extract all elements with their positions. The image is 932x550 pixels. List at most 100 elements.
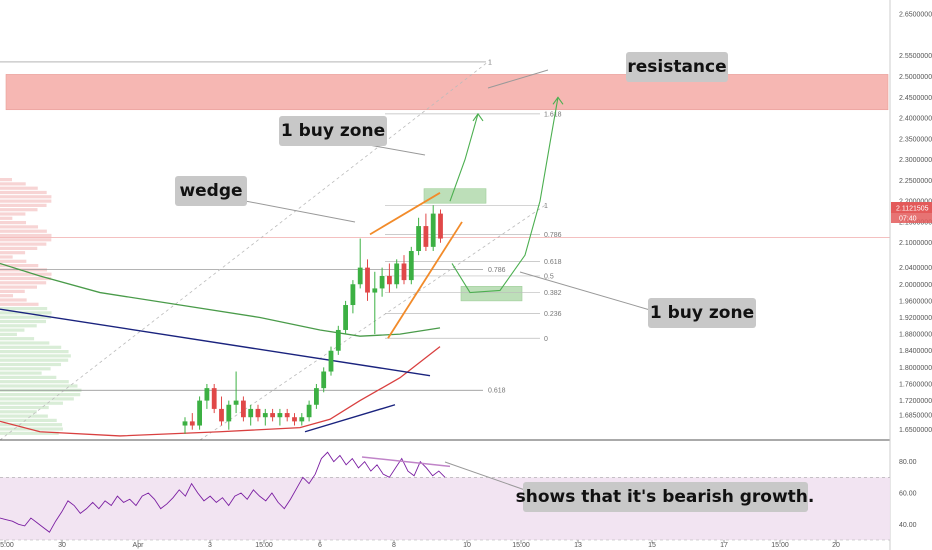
price-pane: 1.618 1 0.786 0.618 0.786 0.5 0.382 0.236 0 0.618… [0, 59, 890, 441]
candle-body [197, 400, 202, 426]
wedge-upper-line [369, 192, 441, 236]
time-tick-label: 15:00 [0, 542, 14, 549]
zones [5, 74, 889, 302]
time-tick-label: 15:00 [512, 542, 530, 549]
volume-profile-bar [0, 371, 42, 375]
candle-body [430, 213, 436, 247]
indicator-lines [0, 61, 546, 441]
time-tick-label: 6 [318, 542, 322, 549]
fib-label: 0.786 [488, 267, 506, 274]
volume-profile-bar [0, 324, 37, 328]
volume-profile-bar [0, 414, 48, 418]
price-tick-label: 2.3000000 [899, 157, 932, 164]
rsi-line [0, 451, 446, 533]
time-tick-label: 30 [58, 542, 66, 549]
volume-profile-bar [0, 259, 27, 263]
fib-label: 0.5 [544, 273, 554, 280]
trendline-navy [0, 308, 431, 377]
volume-profile-bar [0, 328, 25, 332]
price-tag-text: 2.1121505 [896, 206, 929, 213]
wedge-note-text: wedge [179, 181, 242, 201]
candle-body [314, 388, 319, 405]
price-tick-label: 2.2500000 [899, 178, 932, 185]
volume-profile-bar [0, 431, 59, 435]
volume-profile-bar [0, 255, 13, 259]
candle-body [379, 275, 385, 289]
candle-body [423, 226, 429, 247]
volume-profile-bar [0, 362, 62, 367]
moving-average-green [0, 262, 441, 337]
candle-body [357, 267, 363, 285]
candle-body [204, 388, 210, 401]
rsi-tick-label: 40.00 [899, 522, 917, 529]
volume-profile-bar [0, 238, 52, 242]
candle-body [372, 288, 378, 293]
volume-profile-bar [0, 242, 47, 246]
volume-profile-bar [0, 289, 25, 293]
time-tick-label: 15 [648, 542, 656, 549]
volume-profile-bar [0, 401, 63, 405]
candle-body [408, 251, 414, 281]
fib-label: 0.618 [488, 388, 506, 395]
wedge-callout-line [239, 199, 356, 223]
volume-profile-bar [0, 405, 49, 410]
rsi-divergence-line [361, 456, 451, 468]
price-tick-label: 2.0400000 [899, 265, 932, 272]
candle-body [328, 350, 334, 372]
candle-body [284, 413, 290, 418]
volume-profile-bar [0, 182, 26, 186]
price-tick-label: 1.9600000 [899, 298, 932, 305]
drawings [369, 96, 564, 339]
volume-profile-bar [0, 190, 47, 195]
buy-zone-right-callout-line [519, 271, 651, 311]
projection-path [451, 97, 559, 294]
buy-zone-right-note-text: 1 buy zone [650, 303, 754, 323]
volume-profile-bar [0, 285, 37, 289]
candle-body [306, 404, 312, 418]
candle-body [262, 413, 268, 418]
price-tick-label: 2.5500000 [899, 53, 932, 60]
volume-profile-bar [0, 319, 47, 324]
annotations: resistance 1 buy zone wedge 1 buy zone s… [175, 52, 814, 512]
volume-profile-bar [0, 199, 52, 203]
rsi-note-text: shows that it's bearish growth. [516, 487, 815, 507]
candle-body [321, 371, 327, 389]
fib-extension-dash [0, 61, 489, 441]
fib-label: 1 [488, 59, 492, 66]
price-tick-label: 2.0000000 [899, 282, 932, 289]
rsi-callout-line [444, 461, 526, 491]
time-tag-text: 07:40 [899, 216, 917, 223]
projection-arrowhead [472, 112, 484, 122]
candle-body [438, 213, 443, 239]
time-tick-label: 15:00 [255, 542, 273, 549]
time-tick-label: 13 [574, 542, 582, 549]
volume-profile-bar [0, 397, 74, 401]
volume-profile-bar [0, 345, 62, 349]
volume-profile-bar [0, 358, 69, 362]
rsi-note-box [523, 482, 808, 512]
candle-body [387, 275, 392, 285]
projection-path [449, 113, 479, 202]
volume-profile-bar [0, 384, 78, 388]
volume-profile-bar [0, 332, 17, 336]
candle-body [299, 417, 305, 422]
current-price-tag: 2.1121505 07:40 [891, 202, 932, 223]
candle-body [270, 413, 275, 418]
trendline-navy [304, 404, 396, 433]
volume-profile-bar [0, 341, 50, 345]
volume-profile-bar [0, 264, 39, 268]
resistance-note-text: resistance [627, 57, 726, 77]
fib-label: 1.618 [544, 111, 562, 118]
volume-profile-bar [0, 212, 26, 216]
fib-label: 1 [544, 203, 548, 210]
volume-profile-bar [0, 307, 48, 311]
time-tick-label: Apr [133, 542, 145, 549]
price-tick-label: 2.6500000 [899, 12, 932, 19]
candle-body [226, 404, 232, 422]
price-tick-label: 1.7200000 [899, 398, 932, 405]
candles [182, 205, 443, 434]
fib-levels: 1.618 1 0.786 0.618 0.786 0.5 0.382 0.236 0 0.618… [0, 59, 890, 395]
candle-body [292, 417, 297, 422]
volume-profile-bar [0, 302, 39, 306]
volume-profile-bar [0, 186, 38, 190]
